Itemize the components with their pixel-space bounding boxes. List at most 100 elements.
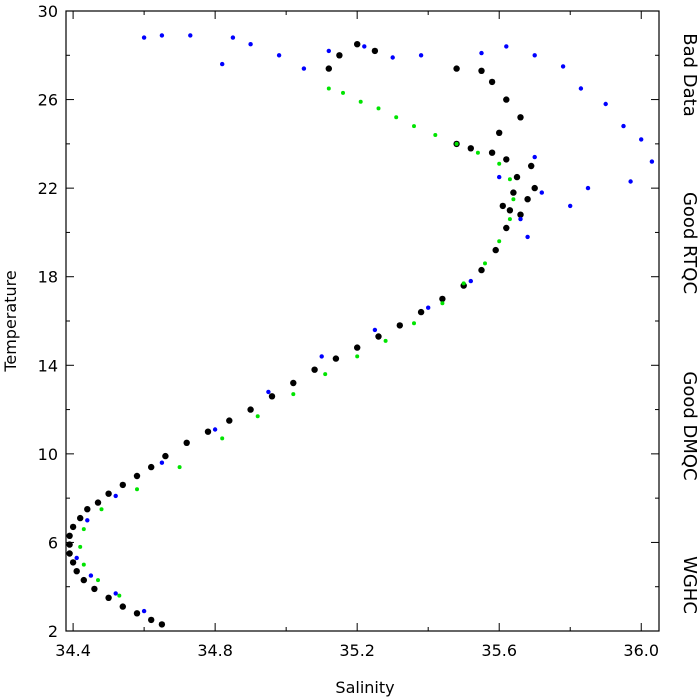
good-dmqc-point [105,594,112,601]
good-dmqc-point [503,96,510,103]
good-rtqc-point [212,427,218,432]
good-rtqc-point [319,354,324,359]
data-points [66,33,655,628]
wghc-point [412,124,416,129]
wghc-point [412,321,416,326]
good-dmqc-point [496,129,503,136]
y-tick-label: 18 [38,268,58,287]
good-dmqc-point [226,417,233,424]
wghc-point [497,239,502,244]
wghc-point [394,115,399,120]
good-rtqc-point [248,42,253,47]
good-rtqc-point [159,460,165,465]
good-rtqc-point [418,53,424,58]
good-rtqc-point [568,203,573,209]
x-axis-ticks: 34.4 34.8 35.2 35.6 36.0 [55,11,659,660]
wghc-point [358,99,363,104]
good-rtqc-point [230,35,236,40]
good-rtqc-point [372,327,378,333]
good-rtqc-point [532,154,537,160]
legend-wghc: WGHC [679,556,700,614]
good-dmqc-point [488,78,496,86]
x-axis-label: Salinity [335,678,394,697]
good-dmqc-point [517,211,524,218]
wghc-point [81,562,86,567]
good-rtqc-point [113,591,118,596]
legend-bad-data: Bad Data [679,33,700,117]
good-dmqc-point [439,295,446,303]
wghc-point [220,436,225,441]
good-dmqc-point [247,406,254,413]
good-dmqc-point [354,41,361,48]
wghc-point [341,90,345,95]
good-dmqc-point [499,202,506,210]
x-tick-label: 36.0 [623,641,659,660]
legend-good-rtqc: Good RTQC [679,192,700,294]
good-dmqc-point [332,355,340,362]
good-rtqc-point [518,216,523,222]
good-dmqc-point [69,559,77,566]
good-dmqc-point [183,439,190,446]
good-dmqc-point [488,149,496,156]
wghc-point [507,217,512,222]
good-dmqc-point [453,65,460,72]
wghc-point [454,141,459,146]
wghc-point [255,414,260,419]
wghc-point [440,301,445,306]
good-rtqc-point [525,234,530,240]
wghc-point [475,150,480,155]
y-tick-label: 10 [38,445,58,464]
good-rtqc-point [301,66,307,71]
wghc-point [507,177,512,182]
good-dmqc-point [268,393,276,400]
good-rtqc-point [578,86,584,91]
good-dmqc-point [290,379,297,387]
good-rtqc-point [74,555,79,561]
good-rtqc-point [539,190,544,195]
good-dmqc-point [528,162,535,170]
good-dmqc-point [531,184,538,192]
good-rtqc-point [479,50,484,56]
good-dmqc-point [510,189,517,196]
wghc-point [433,133,438,137]
good-dmqc-point [133,472,141,480]
wghc-point [376,106,381,111]
good-rtqc-point [603,101,608,107]
good-dmqc-point [69,523,77,531]
wghc-point [383,338,388,343]
good-dmqc-point [396,322,403,329]
good-rtqc-point [639,137,644,142]
good-dmqc-point [148,463,155,471]
good-rtqc-point [497,174,502,180]
good-dmqc-point [478,266,485,274]
good-dmqc-point [148,616,155,624]
good-rtqc-point [362,44,367,49]
wghc-point [117,593,122,598]
good-dmqc-point [375,333,382,340]
y-tick-label: 22 [38,179,58,198]
good-rtqc-point [141,608,147,614]
wghc-point [461,281,466,286]
good-rtqc-point [468,278,473,284]
good-rtqc-point [85,518,90,523]
good-dmqc-point [66,532,73,539]
good-dmqc-point [94,499,102,506]
legend-good-dmqc: Good DMQC [679,371,700,480]
wghc-point [135,487,139,492]
good-rtqc-point [276,53,282,58]
good-rtqc-point [220,61,225,67]
good-rtqc-point [532,53,537,58]
good-dmqc-point [162,452,169,460]
good-dmqc-point [503,156,510,163]
good-dmqc-point [119,603,127,610]
good-rtqc-point [560,64,566,69]
y-axis-label: Temperature [1,270,20,372]
good-dmqc-point [84,506,91,513]
good-dmqc-point [354,344,361,351]
good-dmqc-point [524,196,531,203]
good-dmqc-point [513,173,521,181]
plot-frame [65,10,660,632]
y-tick-label: 30 [38,2,58,21]
